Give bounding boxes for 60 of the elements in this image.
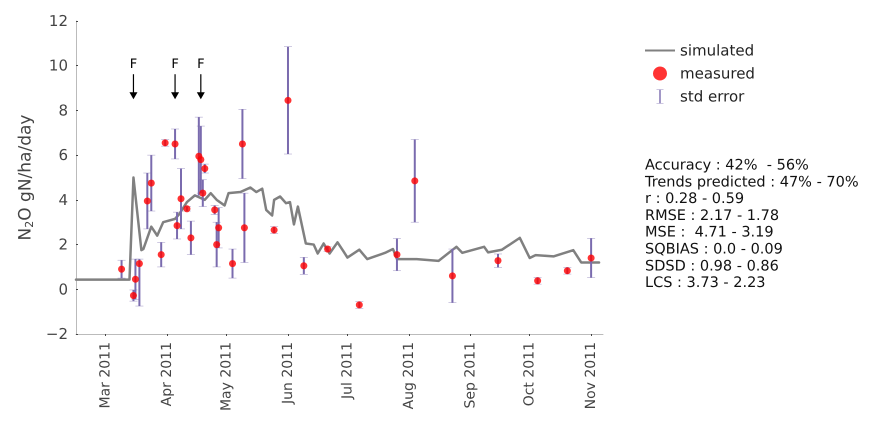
text: r : 0.28 - 0.59 [645, 191, 744, 208]
point [238, 140, 246, 148]
y-tick-label: 10 [48, 56, 68, 75]
x-tick-label: Apr 2011 [159, 342, 176, 406]
point [136, 260, 143, 268]
point [172, 140, 179, 148]
point [132, 276, 139, 283]
x-tick-label: Oct 2011 [522, 342, 538, 406]
text: std error [680, 88, 746, 106]
point [144, 197, 151, 204]
text: LCS : 3.73 - 2.23 [645, 275, 766, 292]
point [588, 254, 595, 262]
y-tick-label: 8 [58, 101, 68, 120]
text: RMSE : 2.17 - 1.78 [645, 208, 780, 224]
y-axis-title: N2O gN/ha/day [15, 114, 36, 240]
x-tick-label: Aug 2011 [400, 342, 417, 410]
y-tick-label: 0 [58, 280, 68, 298]
point [199, 190, 206, 197]
x-tick-label: Jul 2011 [339, 342, 356, 400]
point [197, 156, 204, 164]
x-tick-label: Sep 2011 [462, 342, 478, 408]
y-tick-label: 12 [48, 12, 68, 30]
point [284, 96, 292, 104]
text: Accuracy : 42% - 56% [645, 158, 809, 174]
point [300, 262, 308, 270]
point [240, 224, 248, 232]
point [211, 206, 218, 214]
point [494, 257, 502, 264]
point [229, 260, 236, 268]
x-tick-label: Jun 2011 [280, 342, 296, 405]
x-tick-label: Mar 2011 [98, 342, 114, 408]
text: SQBIAS : 0.0 - 0.09 [645, 242, 783, 258]
x-tick-label: Nov 2011 [583, 342, 600, 410]
text: MSE : 4.71 - 3.19 [645, 224, 774, 241]
line-series [74, 176, 600, 281]
point [178, 195, 185, 202]
point [148, 180, 155, 187]
annotation: F [171, 57, 179, 72]
point [174, 222, 181, 230]
point [158, 251, 165, 258]
point [130, 292, 137, 300]
legend-label: measured [680, 64, 755, 82]
annotation: F [197, 57, 205, 72]
text: Trends predicted : 47% - 70% [644, 174, 859, 190]
point [448, 272, 456, 280]
y-tick-label: 4 [58, 190, 68, 209]
point [393, 251, 400, 258]
x-tick-label: May 2011 [218, 342, 235, 412]
point [118, 266, 126, 273]
point [215, 224, 222, 232]
text: SDSD : 0.98 - 0.86 [645, 258, 779, 274]
legend-label: simulated [680, 42, 754, 60]
y-tick-label: 6 [58, 146, 68, 164]
y-tick-label: −2 [46, 325, 68, 343]
point [201, 165, 208, 172]
y-tick-label: 2 [58, 236, 68, 254]
point [411, 177, 418, 184]
annotation: F [130, 57, 138, 72]
point [213, 241, 220, 248]
point [187, 234, 194, 242]
